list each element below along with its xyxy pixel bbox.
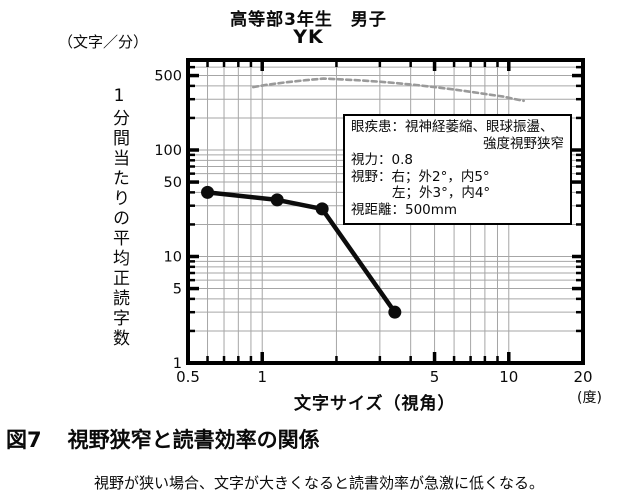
x-tick-label: 1 (257, 368, 267, 386)
figure-caption: 図7 視野狭窄と読書効率の関係 (6, 424, 320, 454)
y-tick-label: 5 (173, 282, 182, 298)
x-tick-label: 10 (499, 368, 518, 386)
x-axis-title: 文字サイズ（視角） (294, 394, 456, 414)
chart-subtitle: YK (293, 26, 324, 48)
info-eye-disease-cont: 強度視野狭窄 (483, 135, 564, 152)
x-tick-label: 0.5 (176, 368, 200, 386)
series-line-YK-low-vision-student (205, 190, 398, 315)
chart-title: 高等部3年生 男子 (230, 10, 387, 30)
info-visual-field-right: 視野：右；外2°，内5° (351, 168, 490, 185)
info-visual-field-left: 左；外3°，内4° (392, 185, 491, 202)
x-tick-label: 5 (430, 368, 440, 386)
data-point-YK-low-vision-student (201, 185, 215, 199)
y-tick-label: 10 (164, 250, 182, 266)
figure-title: 視野狭窄と読書効率の関係 (67, 428, 320, 452)
figure-number: 図7 (6, 428, 42, 452)
y-axis-unit-label: （文字／分） (58, 33, 149, 51)
y-tick-label: 500 (154, 69, 182, 85)
series-line-reference-curve-dashed-gray (252, 77, 526, 103)
figure-note: 視野が狭い場合、文字が大きくなると読書効率が急激に低くなる。 (94, 474, 545, 492)
info-eye-disease: 眼疾患：視神経萎縮、眼球振盪、 (351, 119, 554, 135)
x-tick-label: 20 (573, 368, 592, 386)
info-viewing-distance: 視距離：500mm (351, 201, 458, 218)
x-axis-unit-label: (度) (577, 390, 602, 406)
info-visual-acuity: 視力：0.8 (351, 152, 413, 169)
y-tick-label: 1 (173, 356, 182, 372)
y-tick-label: 100 (154, 143, 182, 159)
data-point-YK-low-vision-student (315, 202, 329, 216)
data-point-YK-low-vision-student (388, 305, 402, 319)
patient-info-box: 眼疾患：視神経萎縮、眼球振盪、 強度視野狭窄 視力：0.8 視野：右；外2°，内… (343, 114, 572, 225)
y-tick-label: 50 (164, 175, 182, 191)
data-point-YK-low-vision-student (270, 193, 284, 207)
y-axis-title: 1分間当たりの平均正読字数 (109, 86, 129, 349)
plot-frame (186, 58, 585, 365)
